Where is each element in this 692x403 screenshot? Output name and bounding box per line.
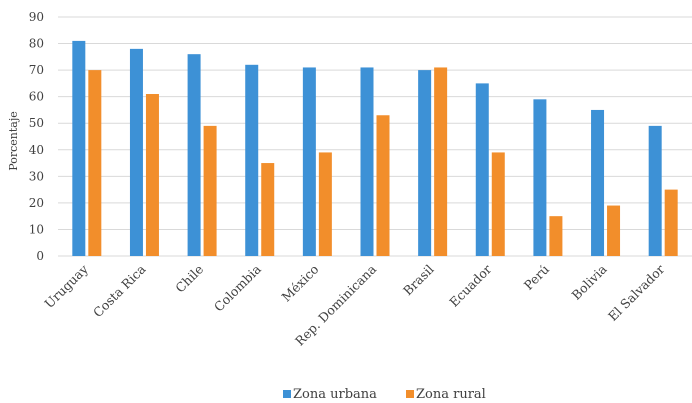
bar-urbana	[418, 70, 432, 256]
legend-item: Zona rural	[406, 387, 486, 402]
bar-urbana	[129, 48, 143, 256]
bar-urbana	[302, 67, 316, 256]
x-category-label: México	[279, 262, 322, 305]
bar-urbana	[245, 64, 259, 256]
bar-rural	[203, 125, 217, 256]
bar-urbana	[187, 54, 201, 256]
bar-urbana	[475, 83, 489, 256]
y-tick-label: 80	[29, 37, 44, 51]
bar-rural	[261, 163, 275, 256]
bar-rural	[664, 189, 678, 256]
bar-rural	[491, 152, 505, 256]
bar-urbana	[72, 40, 86, 257]
legend-item: Zona urbana	[283, 387, 377, 402]
x-category-label: Perú	[521, 262, 552, 293]
bar-urbana	[360, 67, 374, 256]
bar-rural	[376, 115, 390, 256]
bar-urbana	[591, 109, 605, 256]
legend-swatch	[406, 390, 414, 398]
bar-rural	[434, 67, 448, 256]
x-category-label: Costa Rica	[90, 261, 149, 320]
y-tick-label: 70	[29, 63, 44, 77]
bar-rural	[88, 70, 102, 256]
y-tick-label: 90	[29, 10, 44, 24]
legend-label: Zona rural	[416, 387, 486, 402]
x-category-label: Uruguay	[41, 261, 91, 311]
x-category-label: Bolivia	[568, 261, 610, 303]
bar-urbana	[648, 125, 662, 256]
legend-label: Zona urbana	[293, 387, 377, 402]
y-tick-label: 60	[29, 90, 44, 104]
bar-rural	[549, 216, 563, 256]
x-category-label: Chile	[172, 262, 206, 296]
x-category-label: El Salvador	[605, 262, 667, 324]
y-tick-label: 10	[29, 222, 44, 236]
bar-rural	[145, 94, 159, 256]
x-category-label: Colombia	[211, 261, 264, 314]
y-tick-label: 0	[36, 249, 44, 263]
y-axis-label: Porcentaje	[7, 111, 20, 171]
y-tick-label: 20	[29, 196, 44, 210]
bar-rural	[607, 205, 621, 256]
bar-urbana	[533, 99, 547, 256]
y-tick-label: 30	[29, 169, 44, 183]
x-category-label: Brasil	[400, 262, 437, 299]
x-category-label: Ecuador	[446, 262, 494, 310]
y-tick-label: 50	[29, 116, 44, 130]
legend-swatch	[283, 390, 291, 398]
y-tick-label: 40	[29, 143, 44, 157]
bar-rural	[318, 152, 332, 256]
